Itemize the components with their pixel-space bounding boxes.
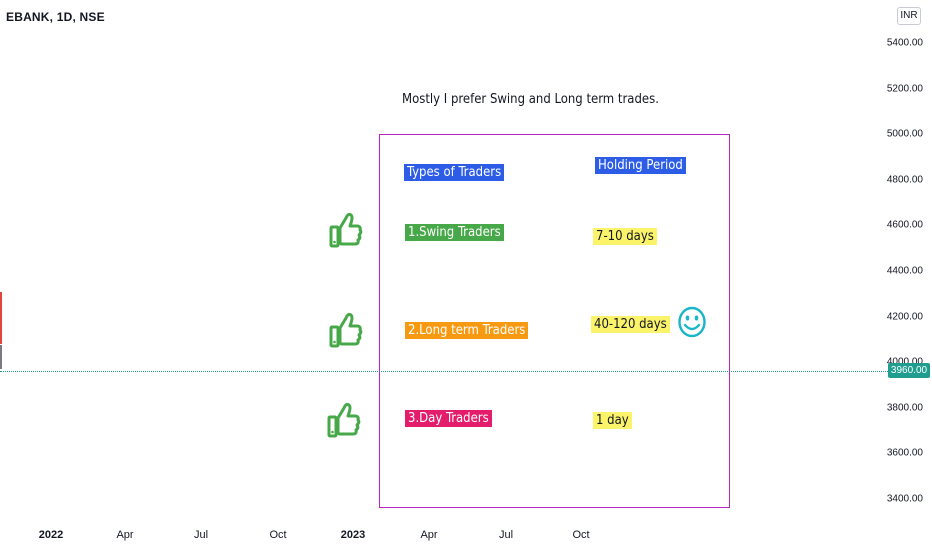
label-types-of-traders[interactable]: Types of Traders [404,164,505,181]
x-tick-label: Oct [572,529,590,541]
candle-neutral [0,345,2,369]
x-tick-label: 2023 [340,529,366,541]
y-tick-label: 3400.00 [886,493,923,505]
x-tick-label: Apr [116,529,134,541]
label-day-traders[interactable]: 3.Day Traders [405,410,492,427]
y-tick-label: 4400.00 [886,265,923,277]
smiley-icon[interactable] [677,306,707,338]
label-swing-period[interactable]: 7-10 days [593,228,657,245]
label-swing-traders[interactable]: 1.Swing Traders [405,224,504,241]
y-tick-label: 4800.00 [886,174,923,186]
x-tick-label: Jul [193,529,209,541]
x-tick-label: Jul [498,529,514,541]
annotation-note[interactable]: Mostly I prefer Swing and Long term trad… [402,92,659,107]
x-tick-label: Oct [269,529,287,541]
label-long-term-traders[interactable]: 2.Long term Traders [405,322,529,339]
candle-down [0,292,2,344]
label-long-term-period[interactable]: 40-120 days [591,316,670,333]
y-tick-label: 5000.00 [886,128,923,140]
y-tick-label: 3800.00 [886,402,923,414]
label-day-period[interactable]: 1 day [593,412,632,429]
thumbs-up-icon[interactable] [329,311,363,349]
y-tick-label: 4200.00 [886,311,923,323]
label-holding-period[interactable]: Holding Period [595,157,686,174]
y-tick-label: 3600.00 [886,447,923,459]
y-tick-label: 5200.00 [886,83,923,95]
y-tick-label: 5400.00 [886,37,923,49]
thumbs-up-icon[interactable] [329,211,363,249]
y-tick-label: 4600.00 [886,219,923,231]
thumbs-up-icon[interactable] [327,401,361,439]
symbol-title[interactable]: EBANK, 1D, NSE [6,10,105,24]
currency-badge[interactable]: INR [897,7,921,25]
x-tick-label: Apr [420,529,438,541]
annotation-rectangle[interactable] [379,134,730,508]
last-price-line [0,371,888,372]
x-tick-label: 2022 [38,529,64,541]
last-price-label: 3960.00 [888,363,930,378]
